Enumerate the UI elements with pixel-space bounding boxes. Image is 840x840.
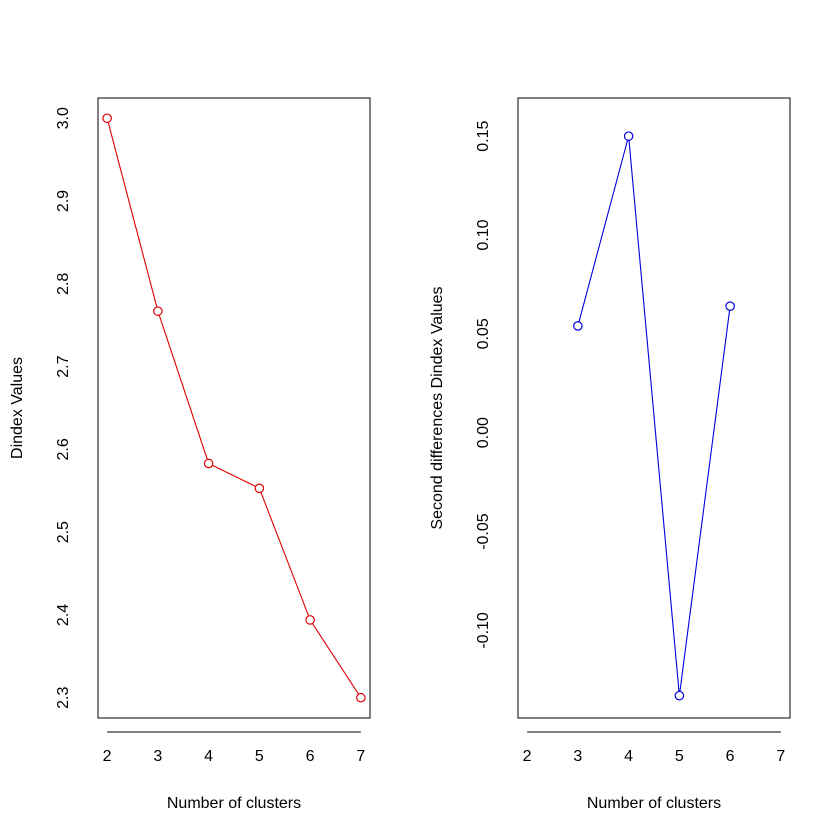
data-point <box>254 483 265 494</box>
x-tick-label: 5 <box>675 748 684 765</box>
y-axis-title: Second differences Dindex Values <box>429 286 446 529</box>
plot-box <box>517 97 791 719</box>
y-tick-label: 0.15 <box>475 120 492 151</box>
data-point <box>674 690 685 701</box>
y-tick-label: 0.05 <box>475 318 492 349</box>
x-axis-title: Number of clusters <box>587 795 721 812</box>
y-tick-label: 2.5 <box>55 521 72 543</box>
x-axis-title: Number of clusters <box>167 795 301 812</box>
y-tick-label: 3.0 <box>55 107 72 129</box>
dindex-panel: 2 3 4 5 6 7 2.3 2.4 2.5 2.6 2.7 2.8 2.9 3.0 Number of … <box>9 97 371 812</box>
x-tick-label: 3 <box>573 748 582 765</box>
data-point <box>153 306 163 316</box>
y-tick-label: 2.6 <box>55 438 72 460</box>
x-tick-label: 2 <box>523 748 532 765</box>
data-point <box>623 131 634 141</box>
y-tick-label: 2.8 <box>55 273 72 295</box>
y-tick-label: 0.00 <box>475 417 492 448</box>
y-tick-label: -0.05 <box>475 513 492 550</box>
plot-box <box>97 97 371 719</box>
y-tick-label: 2.9 <box>55 190 72 212</box>
x-tick-label: 4 <box>204 748 213 765</box>
data-point <box>573 321 583 331</box>
y-tick-label: 2.7 <box>55 355 72 377</box>
y-tick-label: 2.3 <box>55 687 72 709</box>
series-line <box>106 118 362 699</box>
data-point <box>725 301 735 311</box>
second-differences-panel: 2 3 4 5 6 7 -0.10 -0.05 0.00 0.05 0.10 0.15 Number o… <box>429 97 791 812</box>
y-tick-label: 0.10 <box>475 219 492 250</box>
x-tick-label: 6 <box>306 748 315 765</box>
x-tick-label: 6 <box>726 748 735 765</box>
x-tick-label: 7 <box>356 748 365 765</box>
y-tick-label: -0.10 <box>475 612 492 649</box>
x-tick-label: 3 <box>153 748 162 765</box>
series-line <box>577 136 731 696</box>
x-tick-label: 5 <box>255 748 264 765</box>
data-point <box>305 615 315 625</box>
x-tick-label: 4 <box>624 748 633 765</box>
y-axis-title: Dindex Values <box>9 357 26 459</box>
y-tick-label: 2.4 <box>55 604 72 626</box>
x-tick-label: 7 <box>776 748 785 765</box>
x-tick-label: 2 <box>103 748 112 765</box>
data-point <box>356 692 366 703</box>
data-point <box>102 113 112 124</box>
data-point <box>203 458 214 469</box>
